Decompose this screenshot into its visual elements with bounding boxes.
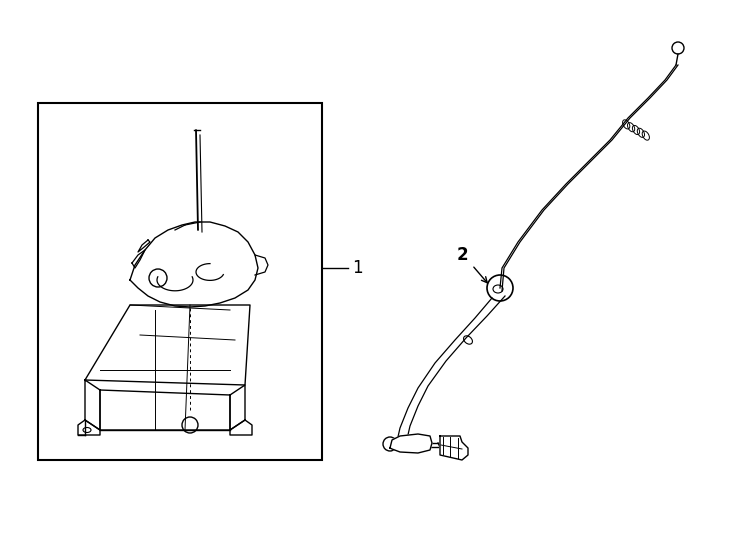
Bar [38,103,322,460]
Text: 2: 2 [457,246,468,264]
Text: 1: 1 [352,259,363,277]
Polygon shape [390,434,432,453]
Polygon shape [440,436,468,460]
